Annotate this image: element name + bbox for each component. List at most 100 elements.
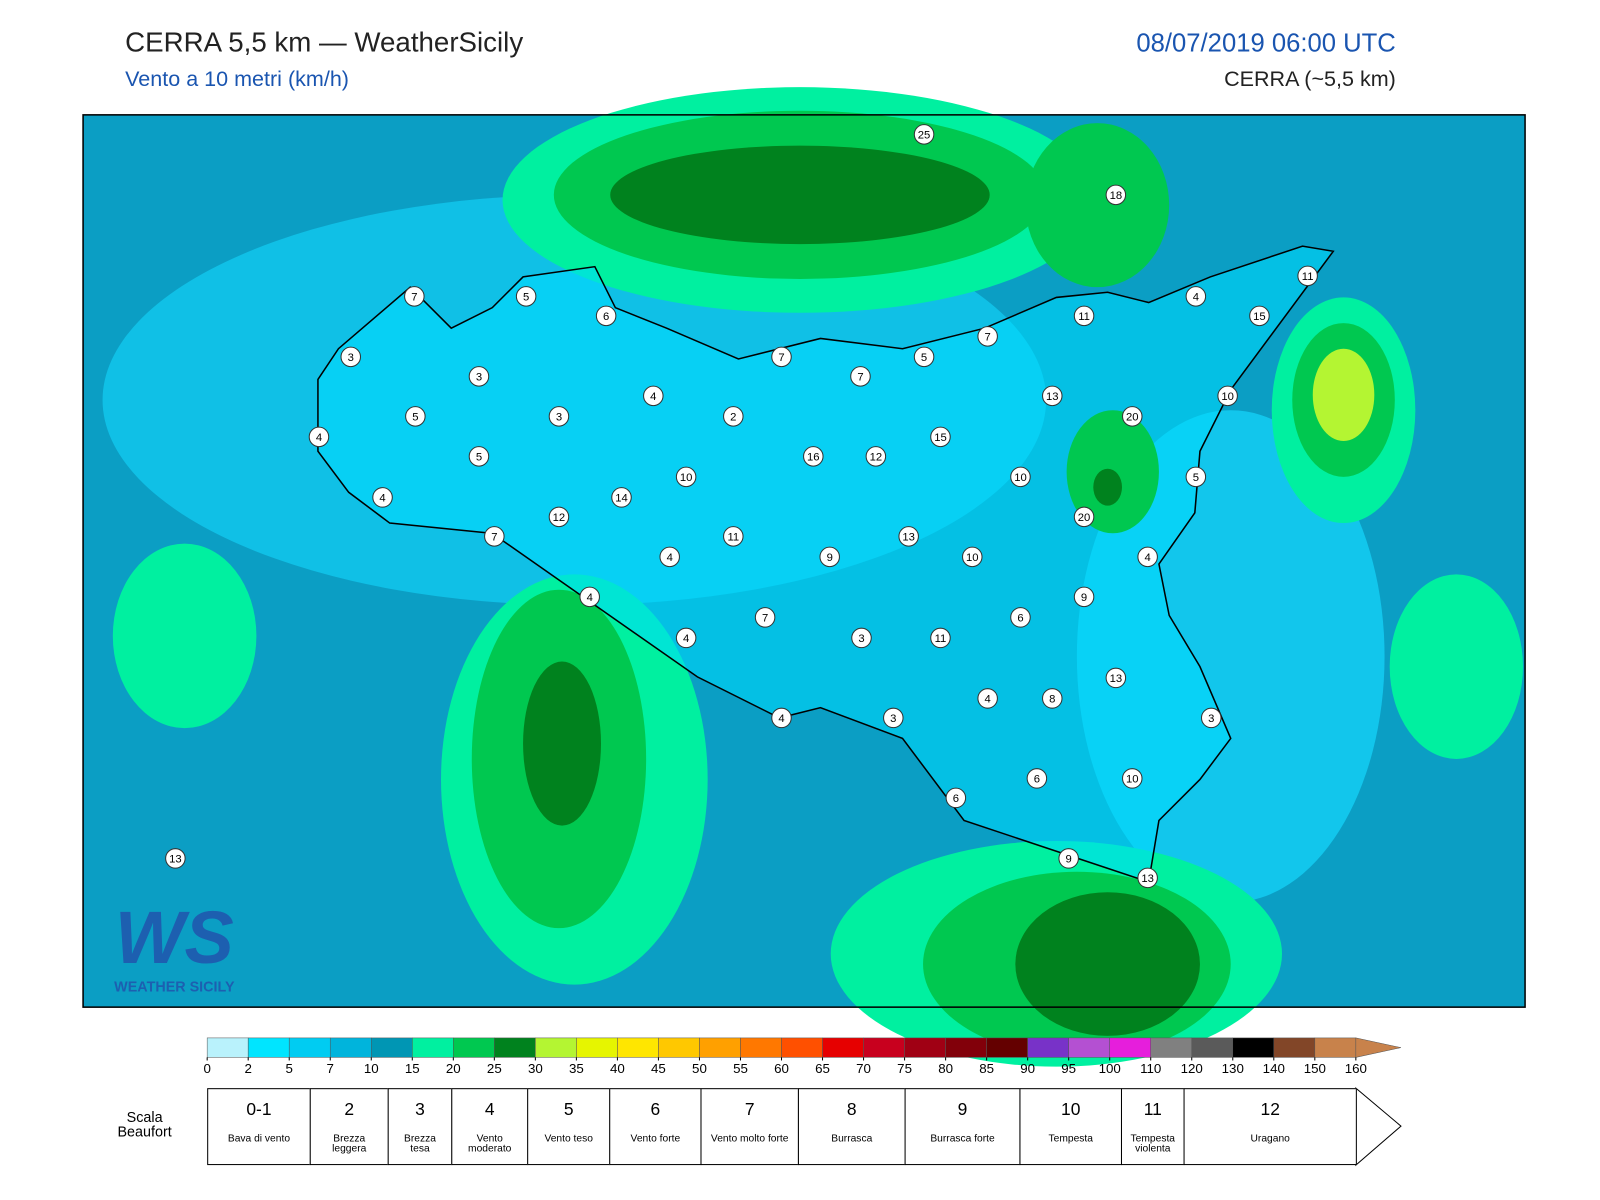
station-marker: [515, 286, 537, 307]
colorbar-arrow: [1355, 1037, 1402, 1058]
station-value: 13: [902, 531, 915, 543]
colorbar-segment: [329, 1037, 372, 1058]
station-value: 12: [870, 451, 883, 463]
beaufort-class: 6 Vento forte: [609, 1088, 702, 1166]
colorbar-segment: [1109, 1037, 1151, 1058]
station-value: 16: [807, 451, 820, 463]
station-marker: [883, 707, 904, 729]
station-marker: [1010, 607, 1031, 628]
station-value: 6: [953, 793, 959, 805]
colorbar-segment: [412, 1037, 454, 1058]
station-value: 6: [1017, 612, 1023, 624]
station-marker: [1073, 305, 1095, 327]
station-marker: [165, 848, 186, 869]
station-value: 3: [890, 713, 896, 725]
station-marker: [1105, 667, 1127, 689]
station-value: 4: [667, 552, 673, 564]
station-marker: [898, 526, 919, 547]
station-marker: [611, 487, 632, 508]
beaufort-class: 7 Vento molto forte: [700, 1088, 799, 1166]
station-marker: [1137, 867, 1158, 889]
station-marker: [930, 627, 951, 649]
station-value: 7: [411, 291, 417, 303]
beaufort-class: 2 Brezza leggera: [309, 1088, 389, 1166]
beaufort-label: Scala Beaufort: [117, 1108, 172, 1140]
colorbar-segment: [822, 1037, 864, 1058]
colorbar-tick-label: 85: [979, 1061, 994, 1076]
station-value: 5: [412, 411, 418, 423]
beaufort-force: 7: [744, 1099, 755, 1119]
station-marker: [1042, 385, 1063, 407]
station-marker: [803, 446, 824, 467]
beaufort-class: 10 Tempesta: [1019, 1088, 1123, 1166]
station-value: 4: [316, 432, 322, 444]
beaufort-name: Tempesta violenta: [1130, 1133, 1176, 1155]
colorbar-tick-label: 95: [1061, 1061, 1076, 1076]
station-value: 15: [1253, 311, 1266, 323]
station-marker: [340, 346, 362, 368]
station-marker: [308, 426, 330, 448]
station-marker: [1297, 265, 1318, 287]
station-value: 7: [778, 352, 784, 364]
colorbar-tick-label: 10: [364, 1061, 379, 1076]
colorbar-tick-label: 35: [569, 1061, 584, 1076]
colorbar-tick-label: 150: [1304, 1061, 1326, 1076]
beaufort-name: Vento moderato: [468, 1133, 512, 1155]
station-marker: [1185, 286, 1207, 307]
beaufort-class: 12 Uragano: [1183, 1088, 1357, 1166]
beaufort-force: 8: [846, 1099, 857, 1119]
beaufort-arrow: [1355, 1087, 1402, 1167]
station-marker: [771, 707, 792, 729]
colorbar-segment: [288, 1037, 331, 1058]
beaufort-class: 8 Burrasca: [797, 1088, 906, 1166]
colorbar-tick-label: 25: [487, 1061, 502, 1076]
station-marker: [1026, 768, 1048, 789]
colorbar-tick-label: 60: [774, 1061, 789, 1076]
station-value: 15: [934, 432, 947, 444]
station-marker: [754, 607, 776, 628]
colorbar-segment: [699, 1037, 741, 1058]
station-value: 8: [1049, 693, 1055, 705]
station-value: 10: [966, 552, 979, 564]
beaufort-force: 4: [484, 1099, 495, 1119]
colorbar-tick-label: 90: [1020, 1061, 1035, 1076]
beaufort-name: Burrasca: [831, 1133, 873, 1145]
station-marker: [1137, 546, 1158, 568]
colorbar-segment: [206, 1037, 249, 1058]
beaufort-class: 0-1 Bava di vento: [207, 1088, 311, 1166]
colorbar-tick-label: 75: [897, 1061, 912, 1076]
station-value: 4: [650, 391, 656, 403]
station-value: 3: [348, 352, 354, 364]
beaufort-name: Brezza tesa: [404, 1133, 436, 1155]
station-marker: [913, 124, 935, 145]
colorbar-segment: [371, 1037, 413, 1058]
colorbar-segment: [986, 1037, 1028, 1058]
station-value: 14: [615, 492, 628, 504]
colorbar-tick-label: 100: [1099, 1061, 1121, 1076]
station-value: 4: [379, 492, 385, 504]
beaufort-class: 11 Tempesta violenta: [1120, 1088, 1185, 1166]
station-value: 4: [683, 633, 689, 645]
colorbar-segment: [1314, 1037, 1357, 1058]
station-value: 2: [730, 411, 736, 423]
station-value: 7: [491, 531, 497, 543]
beaufort-name: Uragano: [1250, 1133, 1290, 1145]
colorbar-tick-label: 40: [610, 1061, 625, 1076]
model: CERRA (~5,5 km): [1224, 67, 1396, 92]
station-value: 3: [556, 411, 562, 423]
station-marker: [850, 366, 871, 387]
colorbar-tick-label: 130: [1222, 1061, 1244, 1076]
station-marker: [1073, 586, 1095, 608]
station-value: 18: [1110, 190, 1123, 202]
colorbar-segment: [1191, 1037, 1234, 1058]
beaufort-class: 5 Vento teso: [527, 1088, 611, 1166]
colorbar-tick-label: 15: [405, 1061, 420, 1076]
field-area: [523, 661, 602, 826]
station-value: 13: [1110, 673, 1123, 685]
station-marker: [865, 446, 887, 467]
beaufort-name: Tempesta: [1048, 1133, 1093, 1145]
colorbar-tick-label: 45: [651, 1061, 666, 1076]
station-marker: [548, 506, 570, 528]
